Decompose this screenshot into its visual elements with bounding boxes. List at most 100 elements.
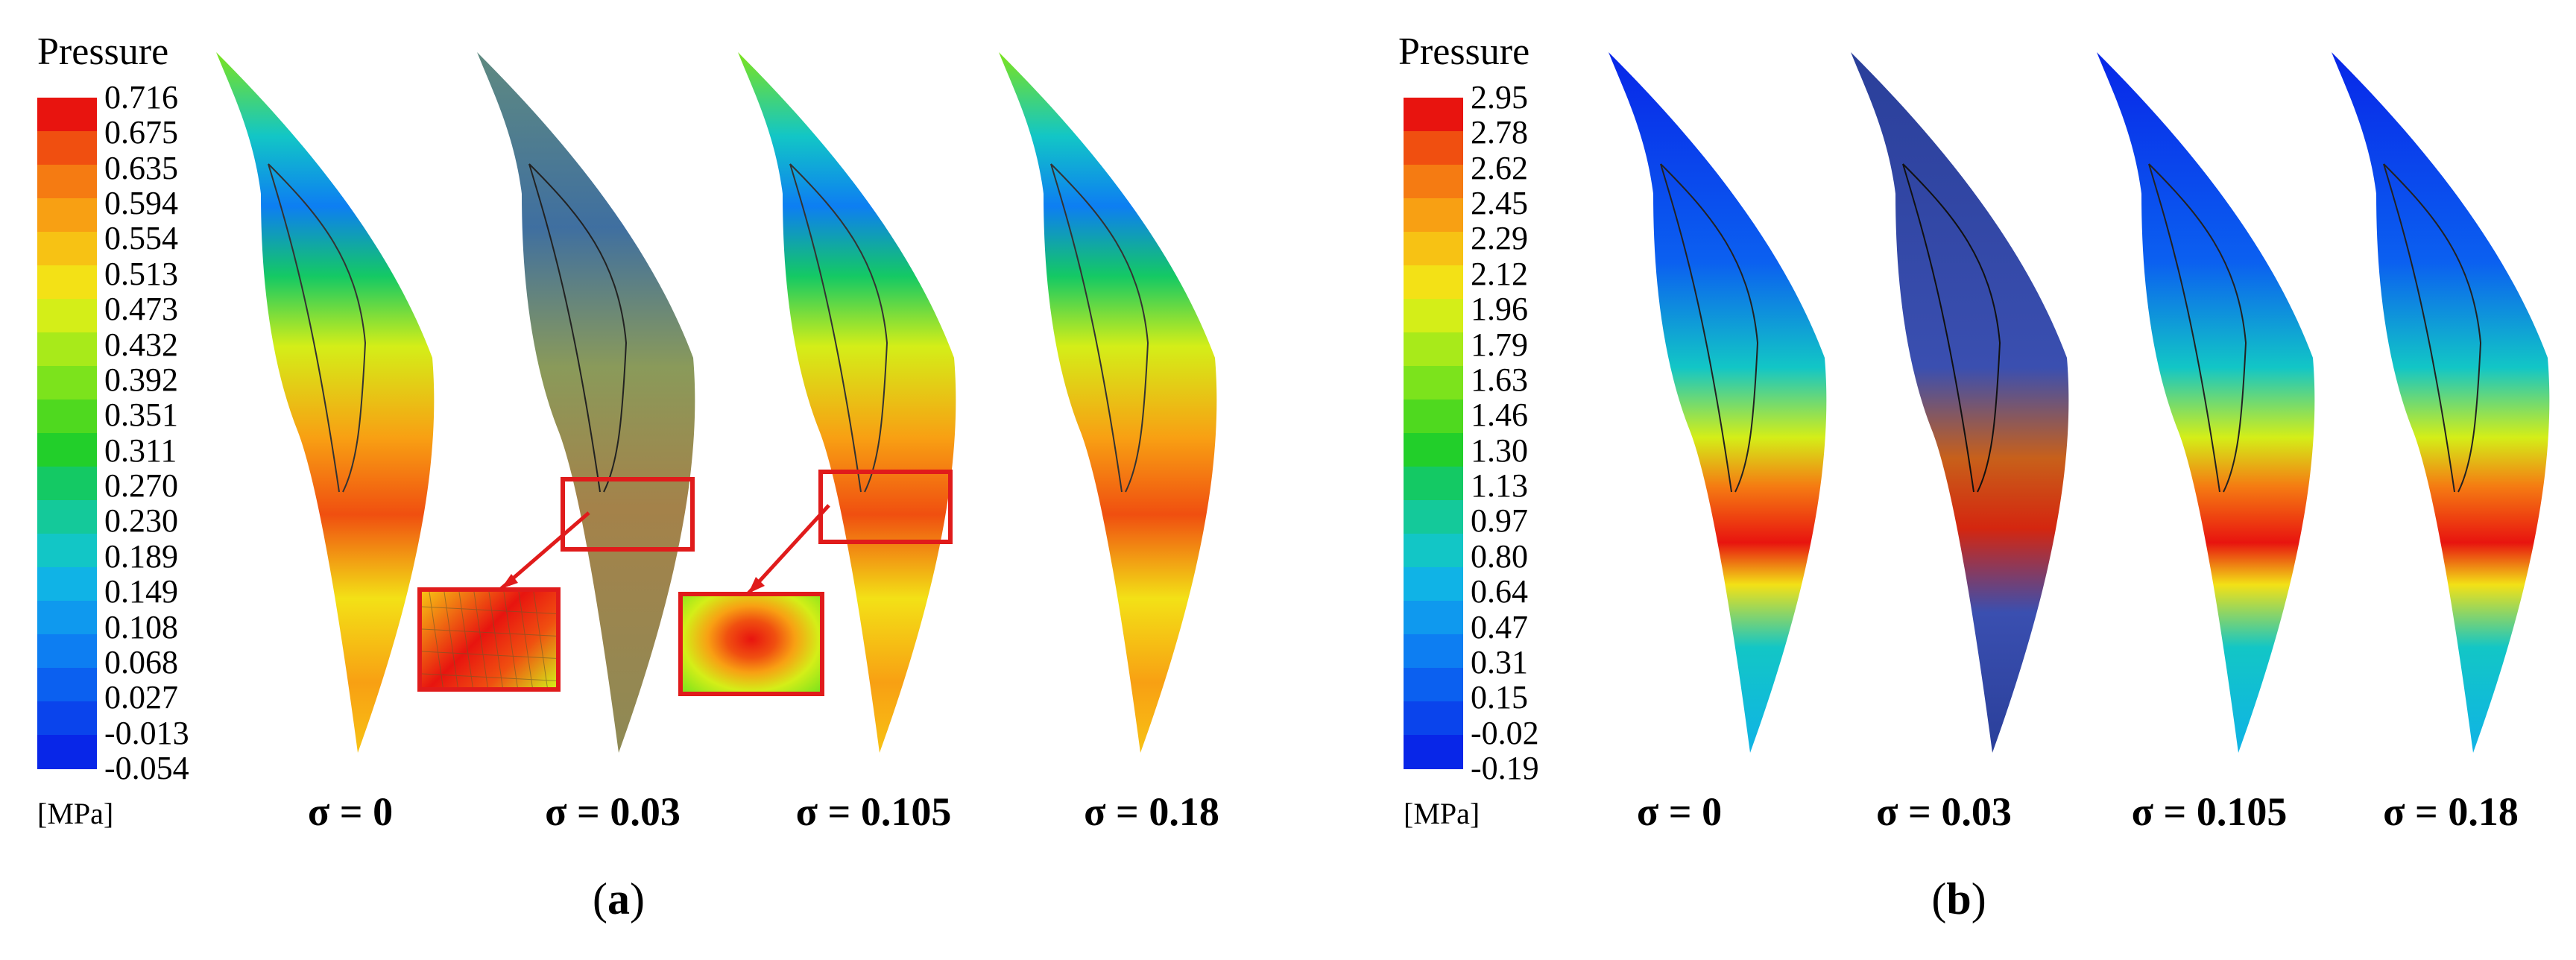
colorbar-segment [37,735,97,769]
tick-label: 0.594 [104,185,178,222]
tick-label: 0.80 [1471,537,1528,575]
zoom-region-box [818,470,953,544]
colorbar-segment [37,567,97,601]
panel-caption: (b) [1931,874,1986,923]
tick-label: 2.95 [1471,79,1528,116]
colorbar-segment [37,366,97,400]
colorbar-segment [1404,534,1463,568]
tick-label: -0.02 [1471,714,1539,751]
colorbar-segment [1404,198,1463,233]
tick-label: 0.189 [104,537,178,575]
tick-label: 0.270 [104,467,178,505]
tick-label: 2.12 [1471,255,1528,292]
tick-label: 1.13 [1471,467,1528,505]
case-label: σ = 0.105 [795,789,952,834]
tick-label: 2.29 [1471,220,1528,257]
tick-label: 0.64 [1471,573,1528,610]
case-label: σ = 0.105 [2131,789,2288,834]
tick-label: 0.149 [104,573,178,610]
colorbar-segment [37,433,97,467]
blade-plot-sigma-0-105 [2096,51,2316,754]
tick-label: 0.230 [104,502,178,540]
colorbar-segment [37,467,97,501]
colorbar-segment [37,701,97,736]
case-label: σ = 0 [1636,789,1723,834]
colorbar-segment [37,668,97,702]
colorbar-segment [37,165,97,199]
colorbar-segment [1404,567,1463,601]
colorbar-segment [1404,601,1463,635]
tick-label: 0.311 [104,432,177,469]
colorbar [37,98,97,769]
tick-label: 0.635 [104,149,178,186]
colorbar-segment [37,299,97,333]
colorbar-segment [1404,500,1463,534]
colorbar-segment [1404,332,1463,367]
panel-a: Pressure 0.716 0.675 0.635 0.594 0.554 0.513 0… [37,31,1219,923]
tick-label: 0.027 [104,679,178,716]
colorbar-segment [1404,265,1463,300]
colorbar-segment [1404,131,1463,165]
tick-label: 0.554 [104,220,178,257]
colorbar-segment [1404,634,1463,669]
blade-plot-sigma-0-18 [998,51,1218,754]
colorbar-segment [37,534,97,568]
colorbar-segment [1404,232,1463,266]
colorbar-segment [1404,299,1463,333]
colorbar-segment [37,265,97,300]
tick-label: 2.45 [1471,185,1528,222]
colorbar-segment [1404,165,1463,199]
blade-plot-sigma-0 [1608,51,1828,754]
colorbar-segment [1404,735,1463,769]
colorbar-segment [37,634,97,669]
tick-label: 1.79 [1471,326,1528,363]
tick-label: 1.30 [1471,432,1528,469]
unit-label: [MPa] [37,797,114,830]
tick-label: 1.46 [1471,397,1528,434]
case-label: σ = 0 [307,789,394,834]
tick-label: 2.78 [1471,114,1528,151]
colorbar-segment [37,601,97,635]
tick-label: 0.392 [104,361,178,398]
colorbar-segment [37,198,97,233]
colorbar-segment [37,400,97,434]
legend-title: Pressure [37,31,169,73]
tick-label: 1.63 [1471,361,1528,398]
panel-b: Pressure 2.95 2.78 2.62 2.45 2.29 2.12 1.96 1.7… [1288,0,2576,960]
colorbar-segment [37,131,97,165]
zoom-inset-mesh [417,587,561,692]
zoom-inset-contour [678,592,824,696]
colorbar-segment [1404,701,1463,736]
panel-caption: (a) [593,874,645,923]
tick-label: 0.97 [1471,502,1528,540]
tick-label: 0.15 [1471,679,1528,716]
colorbar-segment [37,98,97,132]
tick-label: 0.473 [104,291,178,328]
tick-label: 0.47 [1471,608,1528,645]
zoom-region-box [561,477,695,552]
colorbar-segment [37,500,97,534]
case-label: σ = 0.03 [1876,789,2012,834]
tick-label: 0.432 [104,326,178,363]
colorbar-segment [1404,366,1463,400]
legend-title: Pressure [1398,31,1530,73]
colorbar-segment [37,232,97,266]
colorbar-segment [1404,668,1463,702]
tick-label: 0.351 [104,397,178,434]
case-label: σ = 0.18 [2383,789,2519,834]
tick-label: 2.62 [1471,149,1528,186]
blade-plot-sigma-0-18 [2331,51,2551,754]
colorbar-segment [1404,433,1463,467]
colorbar-segment [37,332,97,367]
unit-label: [MPa] [1404,797,1480,830]
tick-label: 0.716 [104,79,178,116]
tick-label: 0.675 [104,114,178,151]
tick-label: 0.068 [104,643,178,680]
tick-label: -0.054 [104,750,189,786]
tick-label: 0.513 [104,255,178,292]
blade-plot-sigma-0-03 [1850,51,2070,754]
tick-label: 1.96 [1471,291,1528,328]
case-label: σ = 0.03 [545,789,681,834]
colorbar-segment [1404,98,1463,132]
colorbar-segment [1404,467,1463,501]
